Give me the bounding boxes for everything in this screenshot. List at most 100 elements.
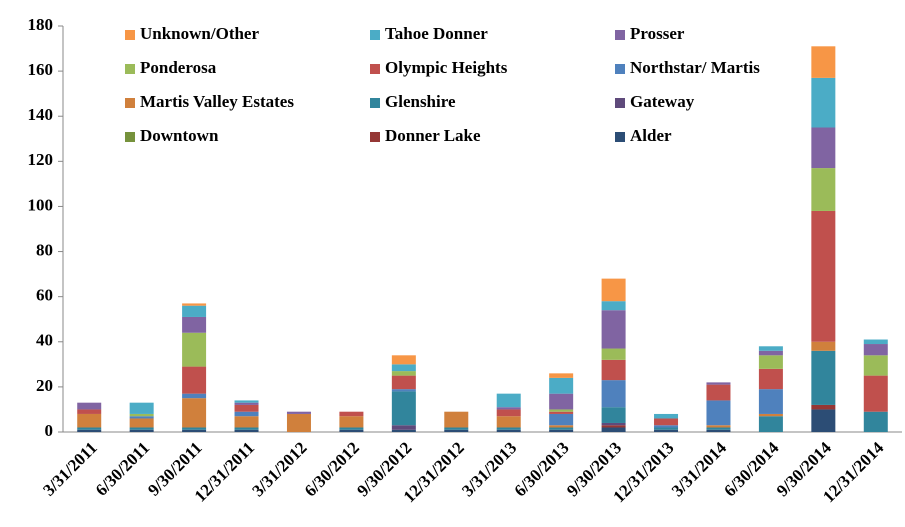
legend-label: Glenshire — [385, 92, 456, 111]
legend-swatch — [125, 64, 135, 74]
bar-segment — [496, 427, 521, 430]
y-tick-label: 180 — [28, 15, 54, 34]
x-tick-label: 3/31/2014 — [668, 438, 731, 501]
bar-segment — [601, 348, 626, 360]
bar-segment — [234, 400, 259, 403]
bar-segment — [391, 429, 416, 432]
legend-swatch — [370, 132, 380, 142]
bar-segment — [601, 310, 626, 349]
y-tick-label: 60 — [36, 286, 53, 305]
bar-segment — [811, 350, 836, 405]
bar-segment — [549, 411, 574, 414]
bar-segment — [129, 413, 154, 417]
bar-segment — [444, 429, 469, 432]
bar-segment — [234, 429, 259, 432]
legend-swatch — [615, 98, 625, 108]
bar-segment — [549, 425, 574, 428]
bar-segment — [549, 393, 574, 410]
bar-segment — [496, 393, 521, 408]
bar-segment — [339, 427, 364, 430]
y-tick-label: 100 — [28, 195, 54, 214]
y-tick-label: 80 — [36, 240, 53, 259]
bar-segment — [758, 346, 783, 351]
bar-segment — [182, 427, 207, 430]
bar-segment — [391, 375, 416, 390]
x-tick-label: 6/30/2014 — [720, 438, 783, 501]
legend-swatch — [370, 30, 380, 40]
legend-label: Gateway — [630, 92, 695, 111]
legend-swatch — [615, 30, 625, 40]
bar-segment — [863, 411, 888, 432]
bar-segment — [182, 316, 207, 333]
bar-segment — [811, 404, 836, 410]
bar-segment — [391, 355, 416, 365]
bar-segment — [863, 375, 888, 412]
bar-segment — [444, 427, 469, 430]
legend-label: Alder — [630, 126, 672, 145]
x-tick-label: 3/31/2011 — [39, 438, 101, 500]
bar-segment — [706, 400, 731, 426]
bar-segment — [811, 46, 836, 78]
bar-segment — [549, 409, 574, 412]
bar-segment — [549, 377, 574, 394]
bar-segment — [601, 425, 626, 428]
bar-segment — [77, 413, 102, 428]
bar-segment — [496, 407, 521, 410]
bar-segment — [706, 427, 731, 430]
y-tick-label: 20 — [36, 376, 53, 395]
bar-segment — [863, 339, 888, 345]
bar-segment — [286, 411, 311, 414]
y-tick-label: 40 — [36, 331, 53, 350]
bar-segment — [601, 407, 626, 423]
bar-segment — [129, 418, 154, 428]
bar-segment — [391, 364, 416, 372]
bar-segment — [77, 409, 102, 414]
y-tick-label: 0 — [45, 421, 54, 440]
bar-segment — [549, 413, 574, 426]
bar-segment — [339, 429, 364, 432]
bar-segment — [129, 402, 154, 414]
bar-segment — [234, 404, 259, 412]
bar-segment — [77, 427, 102, 430]
bar-segment — [391, 389, 416, 392]
bar-segment — [758, 389, 783, 414]
legend-label: Ponderosa — [140, 58, 217, 77]
bar-segment — [339, 416, 364, 428]
bar-segment — [496, 416, 521, 428]
bar-segment — [182, 393, 207, 399]
bar-segment — [182, 303, 207, 306]
bar-segment — [758, 350, 783, 356]
y-tick-label: 120 — [28, 150, 54, 169]
x-tick-label: 6/30/2012 — [301, 438, 363, 500]
legend-swatch — [615, 132, 625, 142]
bar-segment — [182, 398, 207, 428]
bar-segment — [811, 409, 836, 432]
bar-segment — [601, 301, 626, 311]
bar-segment — [601, 278, 626, 302]
bar-segment — [601, 427, 626, 432]
bar-segment — [811, 210, 836, 342]
bar-segment — [706, 425, 731, 428]
bar-segment — [496, 409, 521, 417]
bar-segment — [863, 355, 888, 376]
legend-swatch — [125, 98, 135, 108]
x-tick-label: 6/30/2011 — [92, 438, 154, 500]
bar-segment — [601, 359, 626, 381]
legend-label: Prosser — [630, 24, 685, 43]
legend-swatch — [125, 132, 135, 142]
bar-segment — [286, 413, 311, 432]
bar-segment — [811, 127, 836, 169]
legend-label: Donner Lake — [385, 126, 481, 145]
bar-segment — [549, 373, 574, 378]
bar-segment — [234, 427, 259, 430]
bar-segment — [758, 368, 783, 390]
bar-segment — [234, 411, 259, 417]
bar-segment — [182, 332, 207, 367]
bar-segment — [391, 425, 416, 430]
legend-swatch — [125, 30, 135, 40]
bar-segment — [811, 168, 836, 211]
bar-segment — [549, 429, 574, 432]
bar-segment — [654, 418, 679, 426]
bar-segment — [77, 402, 102, 410]
legend-label: Unknown/Other — [140, 24, 259, 43]
